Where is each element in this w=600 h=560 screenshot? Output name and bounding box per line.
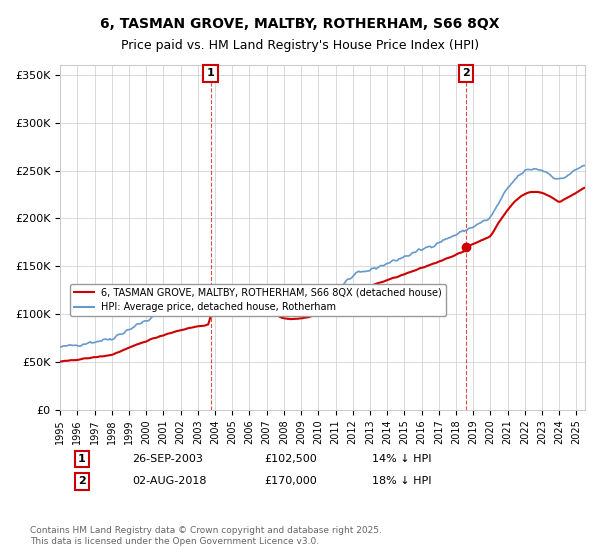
Text: 14% ↓ HPI: 14% ↓ HPI bbox=[372, 454, 431, 464]
Legend: 6, TASMAN GROVE, MALTBY, ROTHERHAM, S66 8QX (detached house), HPI: Average price: 6, TASMAN GROVE, MALTBY, ROTHERHAM, S66 … bbox=[70, 284, 446, 316]
Text: £102,500: £102,500 bbox=[264, 454, 317, 464]
Text: 2: 2 bbox=[462, 68, 470, 78]
Text: Price paid vs. HM Land Registry's House Price Index (HPI): Price paid vs. HM Land Registry's House … bbox=[121, 39, 479, 52]
Text: 1: 1 bbox=[207, 68, 214, 78]
Text: 2: 2 bbox=[78, 477, 86, 487]
Text: £170,000: £170,000 bbox=[264, 477, 317, 487]
Text: 02-AUG-2018: 02-AUG-2018 bbox=[132, 477, 206, 487]
Text: 26-SEP-2003: 26-SEP-2003 bbox=[132, 454, 203, 464]
Text: 1: 1 bbox=[78, 454, 86, 464]
Text: 18% ↓ HPI: 18% ↓ HPI bbox=[372, 477, 431, 487]
Text: Contains HM Land Registry data © Crown copyright and database right 2025.
This d: Contains HM Land Registry data © Crown c… bbox=[30, 526, 382, 546]
Text: 6, TASMAN GROVE, MALTBY, ROTHERHAM, S66 8QX: 6, TASMAN GROVE, MALTBY, ROTHERHAM, S66 … bbox=[100, 17, 500, 31]
